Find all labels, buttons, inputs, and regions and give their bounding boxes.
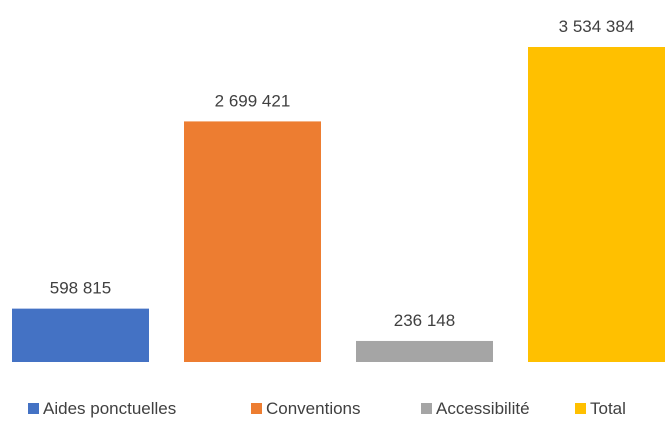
legend-label-aides-ponctuelles: Aides ponctuelles: [43, 399, 176, 418]
legend-label-accessibilite: Accessibilité: [436, 399, 530, 418]
data-labels-group: 598 815 2 699 421 236 148 3 534 384: [50, 17, 635, 330]
legend-label-total: Total: [590, 399, 626, 418]
data-label-conventions: 2 699 421: [215, 91, 291, 110]
bar-accessibilite: [356, 340, 493, 362]
legend-swatch-total: [575, 403, 586, 414]
legend-label-conventions: Conventions: [266, 399, 361, 418]
bar-conventions: [184, 121, 321, 362]
legend-swatch-aides-ponctuelles: [28, 403, 39, 414]
bar-total: [528, 47, 665, 362]
bars-group: [12, 47, 665, 362]
data-label-total: 3 534 384: [559, 17, 635, 36]
data-label-accessibilite: 236 148: [394, 311, 455, 330]
legend: Aides ponctuelles Conventions Accessibilit…: [28, 399, 626, 418]
bar-aides-ponctuelles: [12, 308, 149, 362]
data-label-aides-ponctuelles: 598 815: [50, 279, 111, 298]
legend-swatch-accessibilite: [421, 403, 432, 414]
legend-swatch-conventions: [251, 403, 262, 414]
